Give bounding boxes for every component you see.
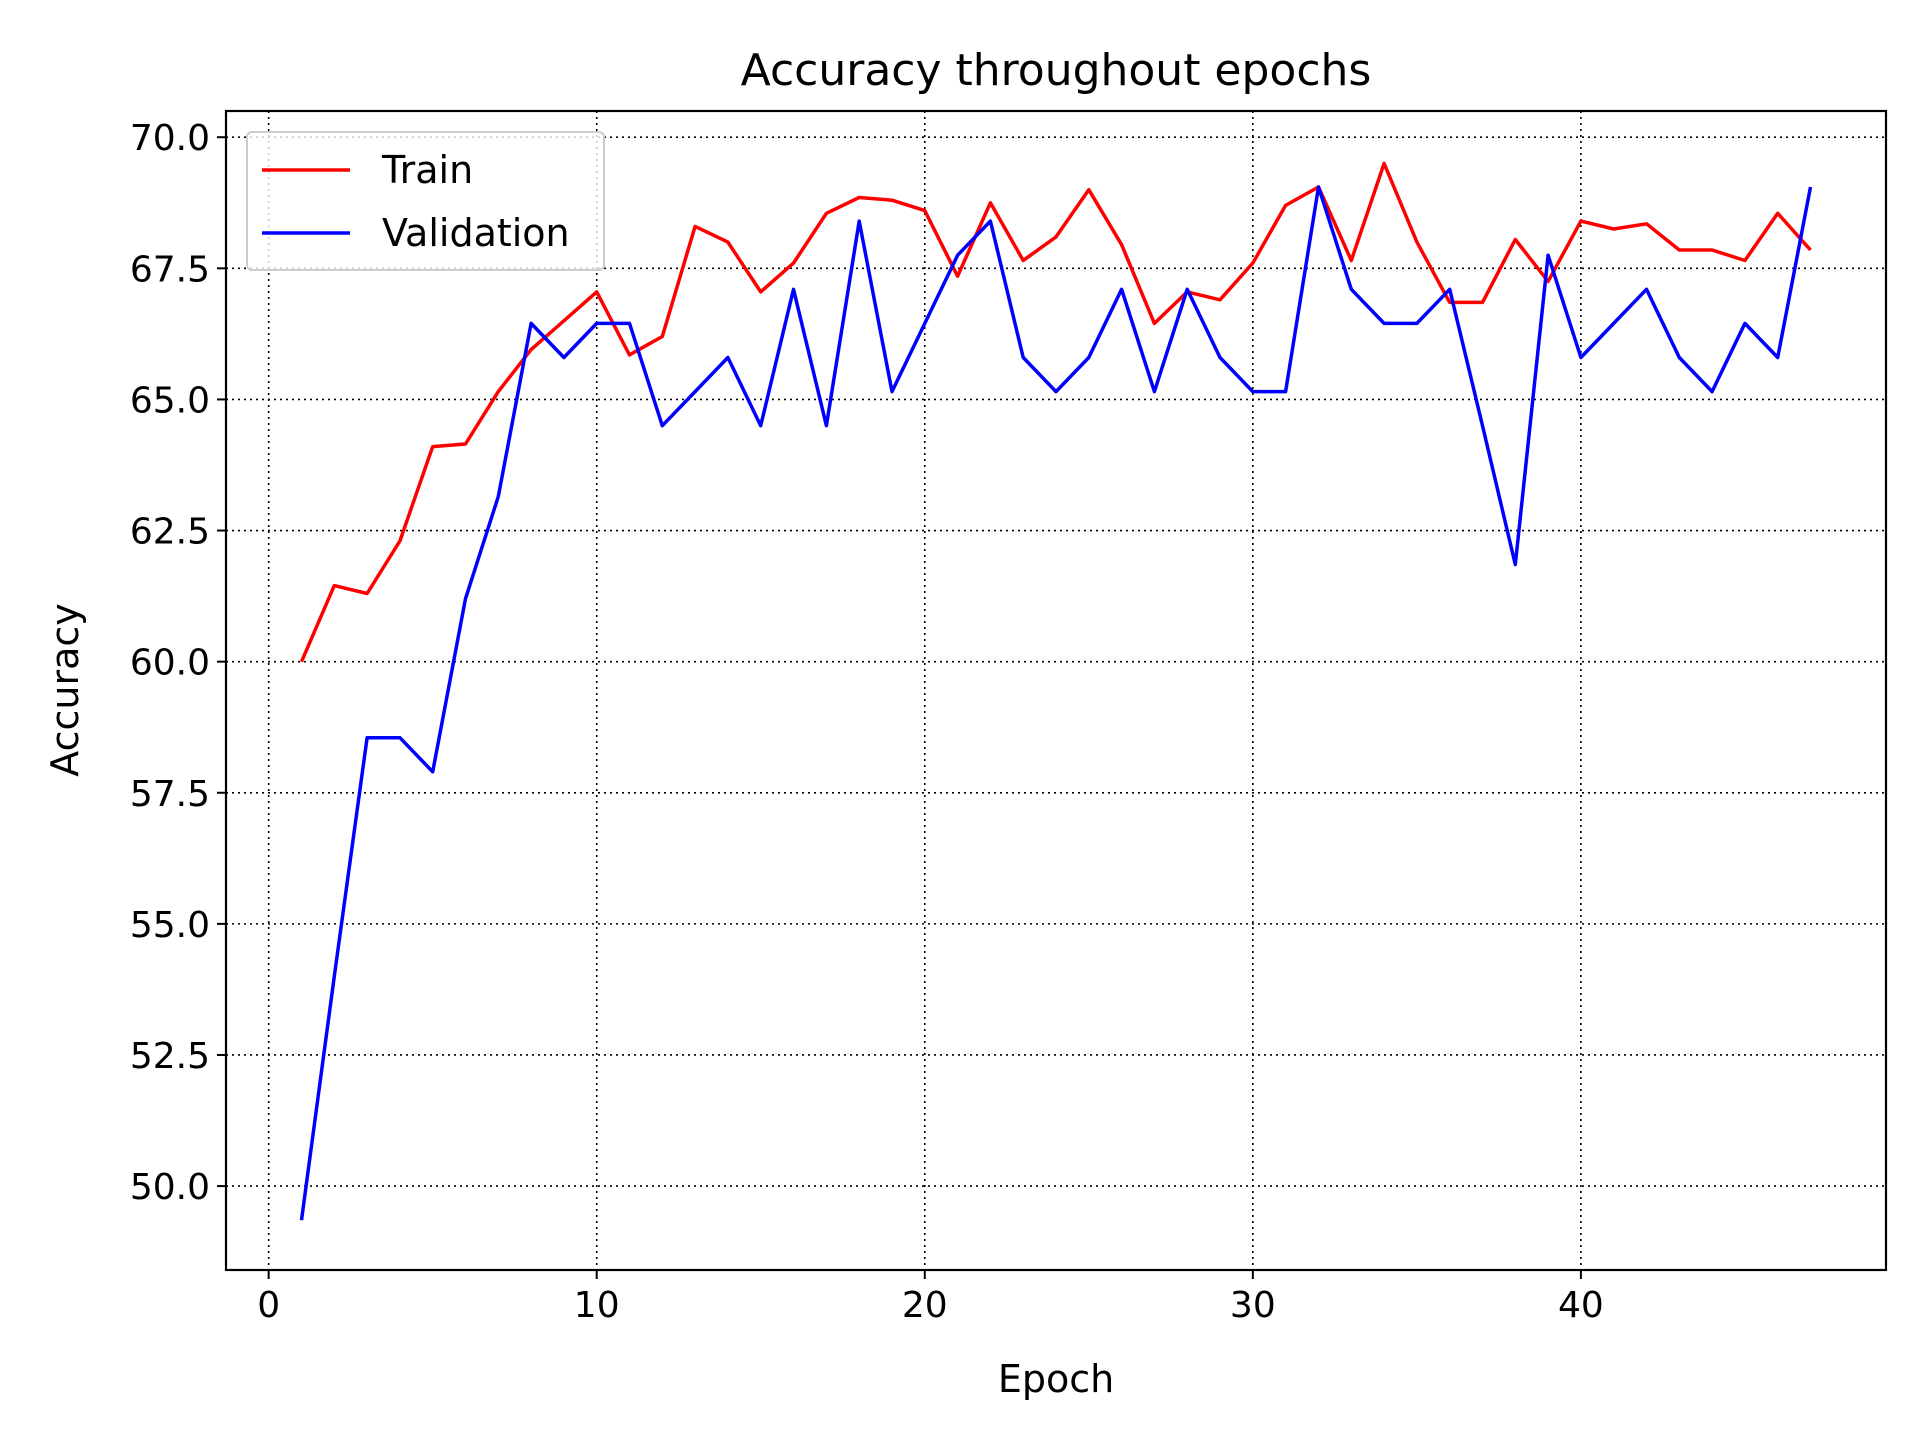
series-lines: [299, 161, 1813, 1221]
chart-title: Accuracy throughout epochs: [741, 45, 1372, 96]
series-line-train: [299, 161, 1812, 663]
legend-box: [246, 131, 605, 271]
x-tick-label: 10: [574, 1285, 620, 1326]
y-tick-label: 52.5: [130, 1036, 210, 1077]
x-tick-label: 30: [1230, 1285, 1276, 1326]
y-axis-label: Accuracy: [43, 603, 87, 777]
y-tick-label: 57.5: [130, 774, 210, 815]
y-tick-label: 65.0: [130, 380, 210, 421]
y-tick-label: 50.0: [130, 1167, 210, 1208]
x-tick-label: 40: [1558, 1285, 1604, 1326]
legend-label-validation: Validation: [382, 211, 570, 255]
axis-ticks: 0 10 20 30 40 50.0 52.5 55.0 57.5 60.0 62.5 65.0 67.…: [130, 118, 1604, 1326]
plot-frame: [224, 109, 1888, 1272]
y-tick-label: 62.5: [130, 512, 210, 553]
y-tick-label: 67.5: [130, 249, 210, 290]
y-tick-label: 55.0: [130, 905, 210, 946]
y-tick-label: 70.0: [130, 118, 210, 159]
legend: Train Validation: [246, 131, 605, 271]
series-line-validation: [299, 185, 1813, 1221]
y-tick-label: 60.0: [130, 643, 210, 684]
legend-label-train: Train: [381, 148, 473, 192]
x-tick-label: 0: [257, 1285, 280, 1326]
x-tick-label: 20: [902, 1285, 948, 1326]
x-axis-label: Epoch: [998, 1357, 1114, 1401]
